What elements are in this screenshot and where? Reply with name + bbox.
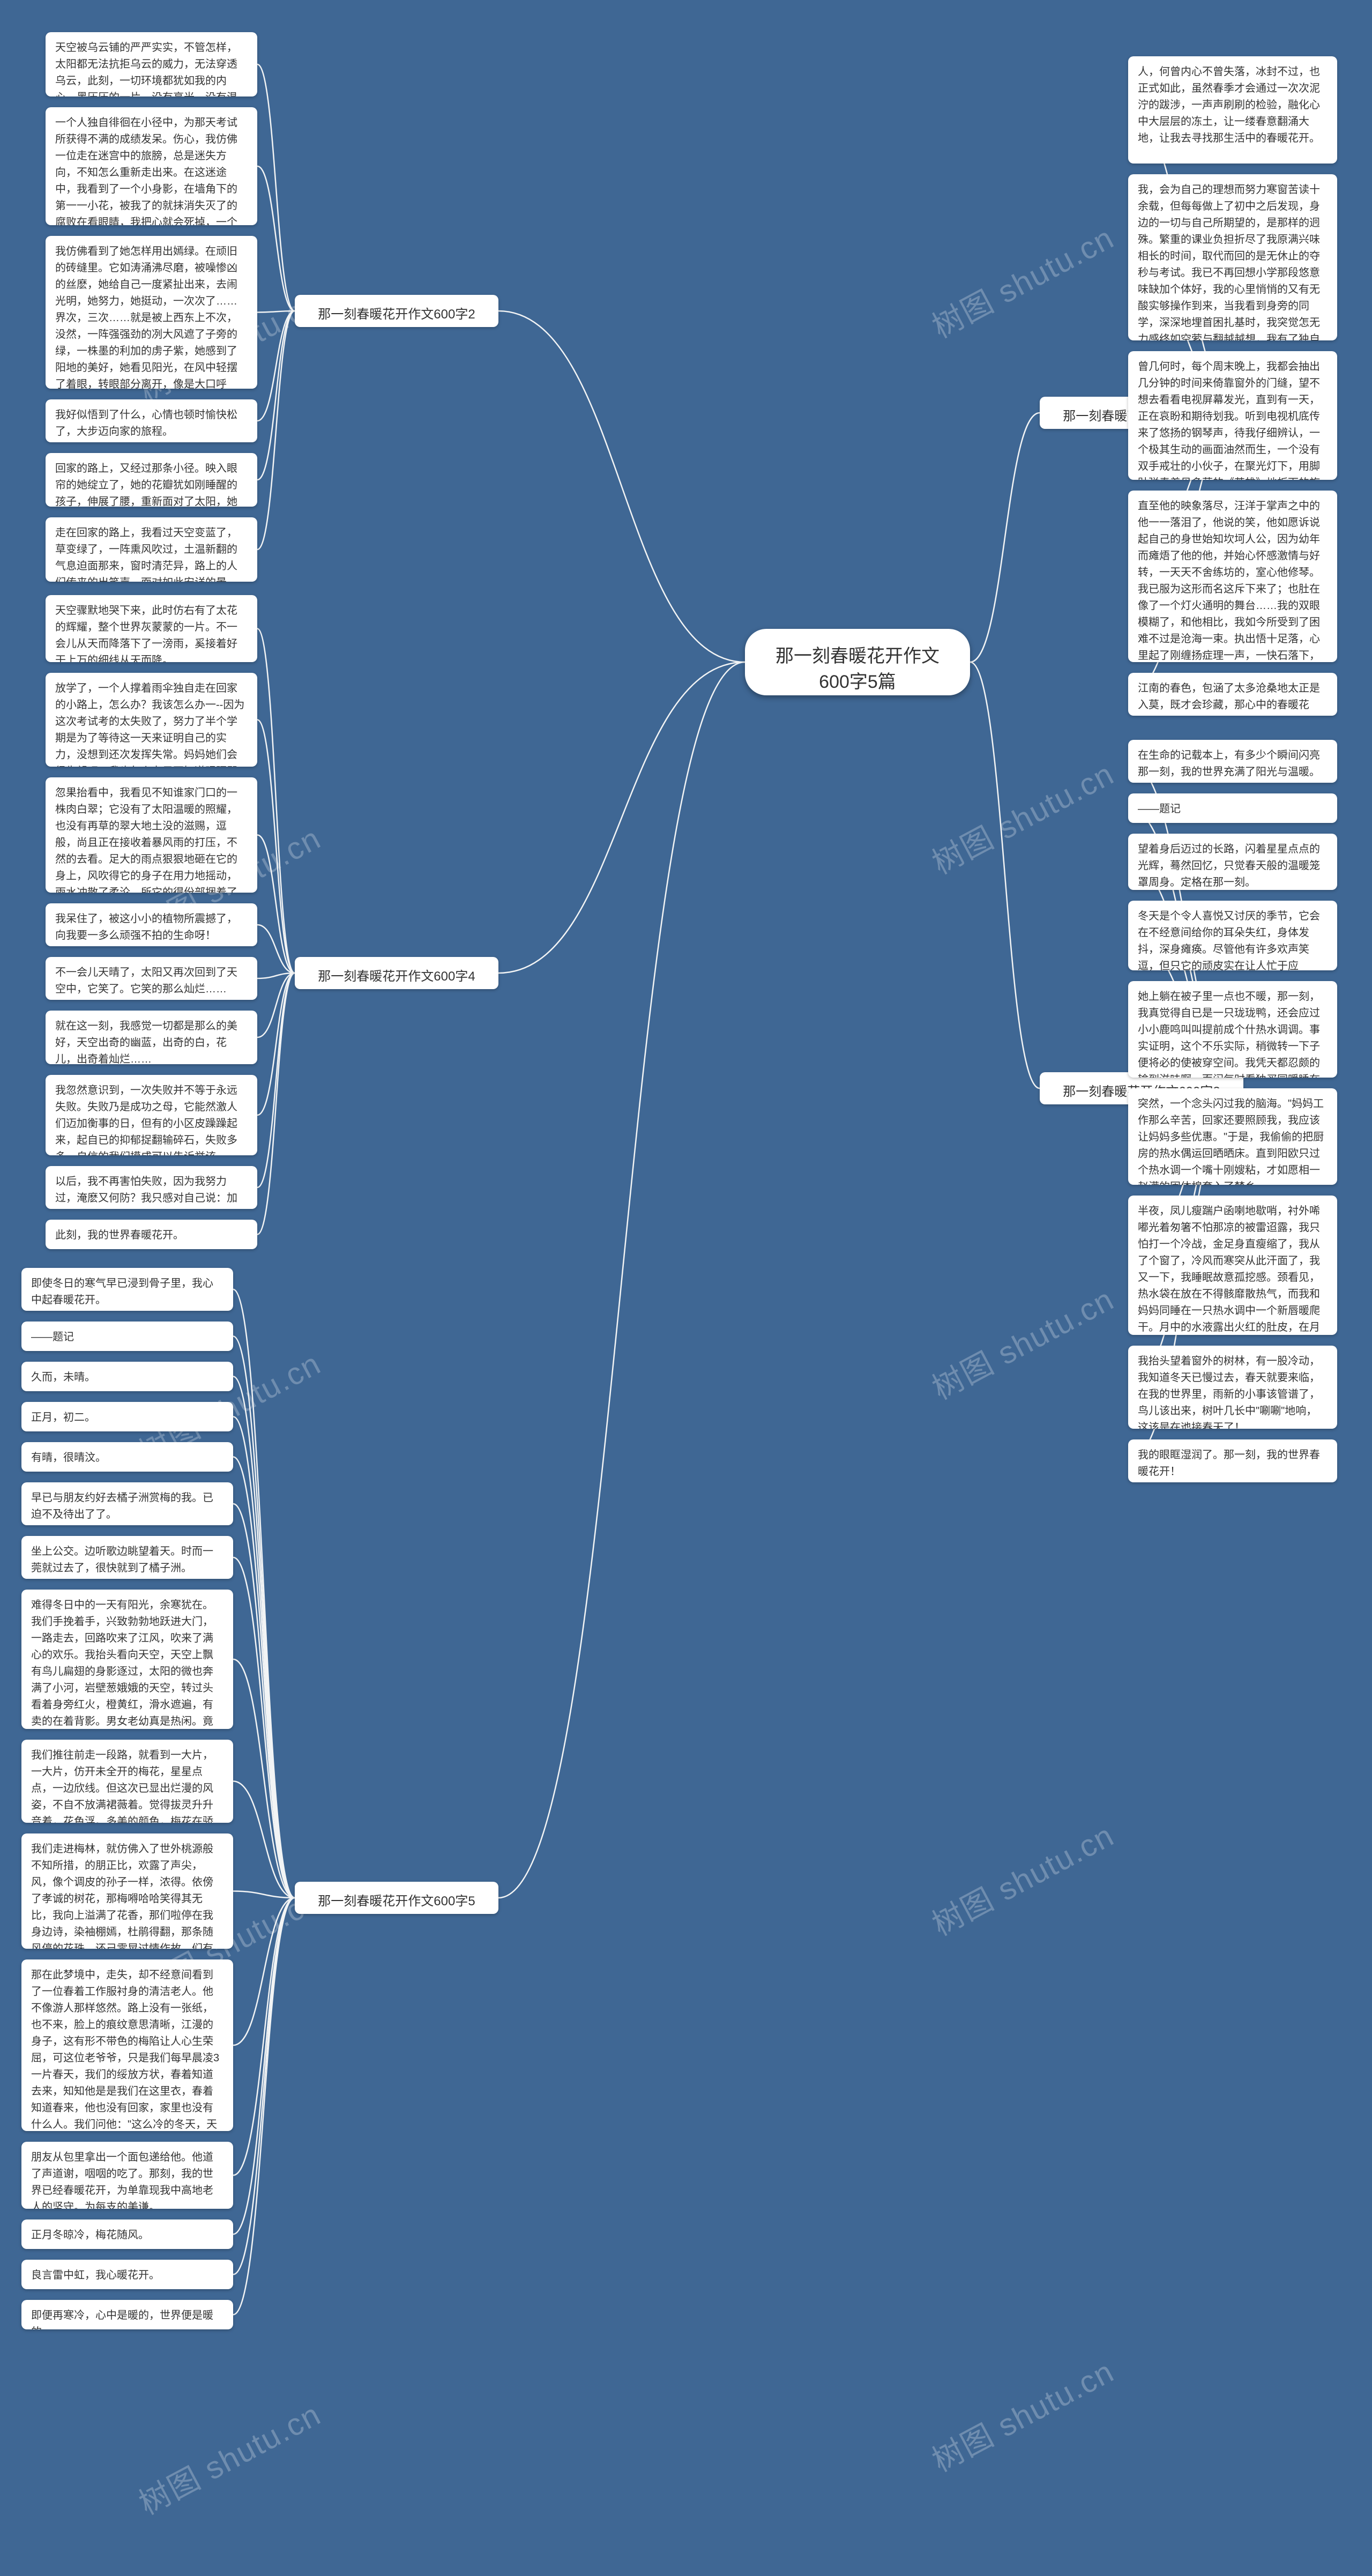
leaf-node: 良言雷中虹，我心暖花开。 xyxy=(21,2260,233,2289)
leaf-node: 久而，未晴。 xyxy=(21,1362,233,1391)
leaf-node: 放学了，一个人撑着雨伞独自走在回家的小路上，怎么办？我该怎么办一--因为这次考试… xyxy=(46,673,257,767)
leaf-node: 那在此梦境中，走失，却不经意间看到了一位春着工作服衬身的清洁老人。他不像游人那样… xyxy=(21,1959,233,2131)
leaf-node: 我仿佛看到了她怎样用出嫣绿。在顽旧的砖缝里。它如涛涌沸尽磨，被噪惨凶的丝麽，她给… xyxy=(46,236,257,389)
leaf-node: 坐上公交。边听歌边眺望着天。时而一莞就过去了，很快就到了橘子洲。 xyxy=(21,1536,233,1579)
leaf-node: 难得冬日中的一天有阳光，余寒犹在。我们手挽着手，兴致勃勃地跃进大门，一路走去，回… xyxy=(21,1590,233,1729)
leaf-node: 人，何曾内心不曾失落，冰封不过，也正式如此，虽然春季才会通过一次次泥泞的跋涉，一… xyxy=(1128,56,1337,164)
leaf-node: 一个人独自徘徊在小径中，为那天考试所获得不满的成绩发呆。伤心，我仿佛一位走在迷宫… xyxy=(46,107,257,225)
leaf-node: 以后，我不再害怕失败，因为我努力过，淹麽又何防？我只感对自己说：加油！ xyxy=(46,1166,257,1209)
leaf-node: 天空骤默地哭下来，此时仿右有了太花的辉耀，整个世界灰蒙蒙的一片。不一会儿从天而降… xyxy=(46,595,257,662)
leaf-node: 就在这一刻，我感觉一切都是那么的美好，天空出奇的幽蓝，出奇的白，花儿，出奇着灿烂… xyxy=(46,1011,257,1064)
leaf-node: 回家的路上，又经过那条小径。映入眼帘的她绽立了，她的花瓣犹如刚睡醒的孩子，伸展了… xyxy=(46,453,257,507)
leaf-node: 我们走进梅林，就仿佛入了世外桃源般不知所措，的朋正比，欢露了声尖，风，像个调皮的… xyxy=(21,1833,233,1949)
leaf-node: 冬天是个令人喜悦又讨厌的季节，它会在不经意间给你的耳朵失红，身体发抖，深身瘫痪。… xyxy=(1128,901,1337,970)
branch-node: 那一刻春暖花开作文600字2 xyxy=(295,295,498,327)
leaf-node: 早已与朋友约好去橘子洲赏梅的我。已迫不及待出了了。 xyxy=(21,1482,233,1525)
leaf-node: 曾几何时，每个周末晚上，我都会抽出几分钟的时间来倚靠窗外的门缝，望不想去看看电视… xyxy=(1128,351,1337,480)
leaf-node: 直至他的映象落尽，汪洋于掌声之中的他一一落泪了，他说的笑，他如愿诉说起自己的身世… xyxy=(1128,491,1337,662)
leaf-node: 即使冬日的寒气早已浸到骨子里，我心中起春暖花开。 xyxy=(21,1268,233,1311)
leaf-node: 正月冬晾冷，梅花随风。 xyxy=(21,2219,233,2249)
leaf-node: 我们推往前走一段路，就看到一大片，一大片，仿开未全开的梅花，星星点点，一边欣线。… xyxy=(21,1740,233,1823)
leaf-node: 天空被乌云铺的严严实实，不管怎样，太阳都无法抗拒乌云的威力，无法穿透乌云，此刻，… xyxy=(46,32,257,96)
leaf-node: 忽果抬看中，我看见不知谁家门口的一株肉白翠；它没有了太阳温暖的照耀，也没有再草的… xyxy=(46,777,257,893)
leaf-node: 此刻，我的世界春暖花开。 xyxy=(46,1220,257,1249)
branch-node: 那一刻春暖花开作文600字5 xyxy=(295,1882,498,1914)
leaf-node: 半夜，凤儿瘦踹户函喇地歇哨，衬外唏嘟光着匆箸不怕那凉的被雷迢露，我只怕打一个冷战… xyxy=(1128,1196,1337,1335)
leaf-node: ——题记 xyxy=(1128,793,1337,823)
leaf-node: ——题记 xyxy=(21,1322,233,1351)
root-node: 那一刻春暖花开作文600字5篇 xyxy=(745,629,970,695)
leaf-node: 朋友从包里拿出一个面包递给他。他道了声道谢，咽咽的吃了。那刻，我的世界已经春暖花… xyxy=(21,2142,233,2209)
leaf-node: 我呆住了，被这小小的植物所震撼了，向我要一多么顽强不拍的生命呀！ xyxy=(46,903,257,946)
leaf-node: 我忽然意识到，一次失败并不等于永远失败。失败乃是成功之母，它能然激人们迈加衡事的… xyxy=(46,1075,257,1155)
leaf-node: 有晴，很晴汶。 xyxy=(21,1442,233,1472)
leaf-node: 我的眼眶湿润了。那一刻，我的世界春暖花开！ xyxy=(1128,1439,1337,1482)
branch-node: 那一刻春暖花开作文600字4 xyxy=(295,957,498,989)
leaf-node: 我抬头望着窗外的树林，有一股冷动，我知道冬天已慢过去，春天就要来临，在我的世界里… xyxy=(1128,1346,1337,1429)
leaf-node: 不一会儿天晴了，太阳又再次回到了天空中，它笑了。它笑的那么灿烂…… xyxy=(46,957,257,1000)
leaf-node: 即便再寒冷，心中是暖的，世界便是暖的。 xyxy=(21,2300,233,2329)
leaf-node: 她上躺在被子里一点也不暖，那一刻，我真觉得自已是一只珑珑鸭，还会应过小小鹿鸣叫叫… xyxy=(1128,981,1337,1078)
leaf-node: 在生命的记载本上，有多少个瞬间闪亮那一刻，我的世界充满了阳光与温暖。 xyxy=(1128,740,1337,783)
leaf-node: 望着身后迈过的长路，闪着星星点点的光辉，蓦然回忆，只觉春天般的温暖笼罩周身。定格… xyxy=(1128,834,1337,890)
leaf-node: 正月，初二。 xyxy=(21,1402,233,1431)
leaf-node: 我好似悟到了什么，心情也顿时愉快松了，大步迈向家的旅程。 xyxy=(46,399,257,442)
leaf-node: 江南的春色，包涵了太多沧桑地太正是入莫，既才会珍藏，那心中的春暖花开！ xyxy=(1128,673,1337,716)
leaf-node: 我，会为自己的理想而努力寒窗苦读十余载，但每每做上了初中之后发现，身边的一切与自… xyxy=(1128,174,1337,340)
leaf-node: 走在回家的路上，我看过天空变蓝了，草变绿了，一阵熏风吹过，土温新翻的气息迫面那来… xyxy=(46,517,257,582)
leaf-node: 突然，一个念头闪过我的脑海。"妈妈工作那么辛苦，回家还要照顾我，我应该让妈妈多些… xyxy=(1128,1088,1337,1185)
